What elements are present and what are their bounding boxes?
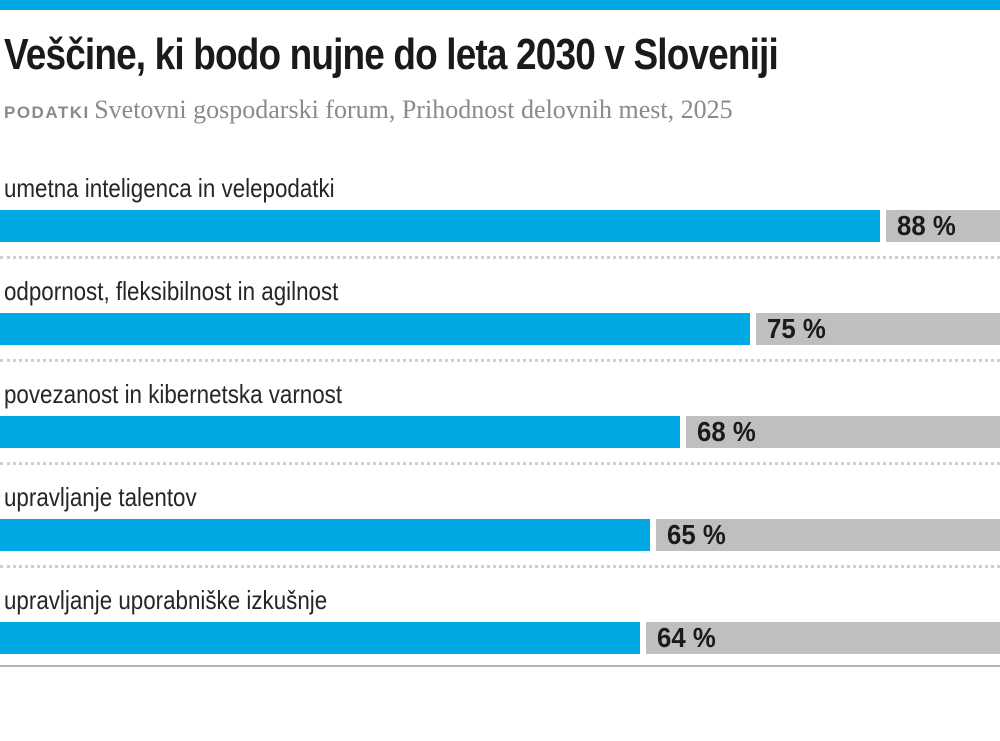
bar-track: 64 % [0,622,1000,654]
bar-track: 65 % [0,519,1000,551]
bar-track: 75 % [0,313,1000,345]
bar-row: umetna inteligenca in velepodatki 88 % [0,175,1000,259]
bar-category-label: upravljanje talentov [4,482,197,512]
bar-fill [0,210,880,242]
bar-value-label: 64 % [657,622,716,653]
bar-value-label: 75 % [767,313,826,344]
bar-category-label: odpornost, fleksibilnost in agilnost [4,276,339,306]
section-divider [0,565,1000,568]
bar-chart: umetna inteligenca in velepodatki 88 % o… [0,175,1000,667]
bar-remainder: 68 % [686,416,1000,448]
bar-row: povezanost in kibernetska varnost 68 % [0,381,1000,465]
bar-value-label: 65 % [667,519,726,550]
source-text: Svetovni gospodarski forum, Prihodnost d… [94,95,733,124]
bar-track: 68 % [0,416,1000,448]
bar-remainder: 64 % [646,622,1000,654]
section-divider [0,256,1000,259]
bar-category-label: umetna inteligenca in velepodatki [4,173,335,203]
bar-fill [0,622,640,654]
bar-remainder: 88 % [886,210,1000,242]
section-divider [0,359,1000,362]
bar-value-label: 88 % [897,210,956,241]
bar-value-label: 68 % [697,416,756,447]
bar-track: 88 % [0,210,1000,242]
bar-row: upravljanje uporabniške izkušnje 64 % [0,587,1000,667]
bar-fill [0,519,650,551]
bar-remainder: 65 % [656,519,1000,551]
top-accent-bar [0,0,1000,10]
bar-remainder: 75 % [756,313,1000,345]
bar-category-label: upravljanje uporabniške izkušnje [4,585,328,615]
source-label: PODATKI [4,103,90,122]
section-divider [0,462,1000,465]
bar-row: upravljanje talentov 65 % [0,484,1000,568]
page-title: Veščine, ki bodo nujne do leta 2030 v Sl… [4,30,779,79]
bar-row: odpornost, fleksibilnost in agilnost 75 … [0,278,1000,362]
bar-fill [0,416,680,448]
bottom-rule [0,665,1000,667]
data-source: PODATKI Svetovni gospodarski forum, Prih… [4,95,1000,125]
bar-fill [0,313,750,345]
bar-category-label: povezanost in kibernetska varnost [4,379,343,409]
